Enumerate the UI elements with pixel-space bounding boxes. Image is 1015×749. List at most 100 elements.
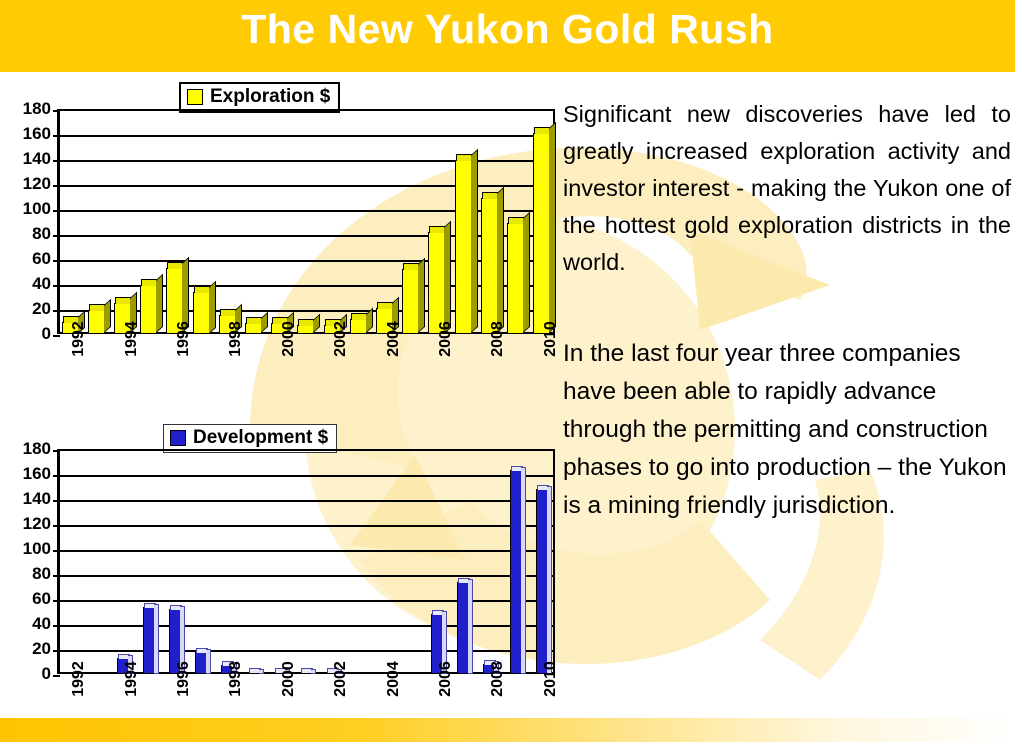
bar-slot	[214, 109, 240, 334]
bar-1997	[195, 647, 212, 674]
x-axis-slot	[136, 337, 162, 405]
bar-slot	[136, 449, 162, 674]
bar-2009	[507, 216, 526, 334]
y-axis-tick-label: 60	[32, 249, 51, 268]
bar-slot	[345, 109, 371, 334]
bar-2002	[326, 668, 343, 674]
bar-slot	[450, 449, 476, 674]
bar-2008	[480, 191, 499, 334]
legend-swatch-blue-icon	[170, 430, 186, 446]
bar-slot	[162, 109, 188, 334]
bar-1998	[218, 309, 237, 334]
bar-slot	[83, 449, 109, 674]
bar-1996	[168, 605, 185, 674]
bar-slot	[109, 109, 135, 334]
y-axis-tick	[53, 185, 60, 187]
bar-slot	[450, 109, 476, 334]
y-axis-tick-label: 180	[22, 99, 51, 118]
x-axis-slot: 2002	[319, 321, 349, 405]
y-axis-labels-exploration: 0 20 40 60 80 100 120 140 160 180	[0, 99, 56, 439]
x-axis-slot	[450, 337, 476, 405]
y-axis-tick	[53, 500, 60, 502]
bar-1997	[192, 285, 211, 334]
legend-swatch-yellow-icon	[187, 89, 203, 105]
bar-slot	[345, 449, 371, 674]
y-axis-tick	[53, 310, 60, 312]
legend-label-development: Development $	[193, 427, 329, 448]
x-axis-slot: 2010	[529, 321, 559, 405]
bar-2001	[297, 319, 316, 334]
bar-series-development	[57, 449, 555, 675]
y-axis-tick	[53, 135, 60, 137]
x-axis-slot	[502, 337, 528, 405]
gridline	[60, 135, 553, 137]
y-axis-tick-label: 140	[22, 489, 51, 508]
y-axis-tick-label: 40	[32, 614, 51, 633]
bar-slot	[83, 109, 109, 334]
y-axis-tick-label: 20	[32, 639, 51, 658]
x-axis-slot: 1994	[109, 321, 140, 405]
x-axis-slot	[188, 337, 214, 405]
y-axis-tick-label: 160	[22, 464, 51, 483]
y-axis-tick-label: 140	[22, 149, 51, 168]
x-axis-slot	[83, 337, 109, 405]
y-axis-tick-label: 100	[22, 539, 51, 558]
bar-1998	[221, 661, 238, 674]
title-banner: The New Yukon Gold Rush	[0, 0, 1015, 72]
y-axis-tick	[53, 600, 60, 602]
y-axis-tick-label: 0	[41, 664, 51, 683]
bar-slot	[57, 109, 83, 334]
bar-slot	[529, 109, 555, 334]
bar-slot	[398, 109, 424, 334]
y-axis-tick-label: 160	[22, 124, 51, 143]
y-axis-tick	[53, 550, 60, 552]
x-axis-slot	[240, 337, 266, 405]
x-axis-slot: 1992	[57, 321, 87, 405]
y-axis-tick	[53, 260, 60, 262]
x-axis-slot: 1998	[214, 321, 244, 405]
y-axis-tick	[53, 475, 60, 477]
bar-1996	[166, 261, 185, 334]
bar-1995	[142, 602, 159, 674]
bar-2003	[349, 313, 368, 334]
y-axis-tick-label: 0	[41, 324, 51, 343]
y-axis-tick-label: 180	[22, 439, 51, 458]
bar-slot	[188, 109, 214, 334]
bar-2000	[273, 668, 290, 674]
y-axis-tick-label: 120	[22, 174, 51, 193]
plot-area-development	[53, 449, 555, 677]
bar-2007	[454, 154, 473, 334]
bar-slot	[371, 109, 397, 334]
y-axis-tick	[53, 625, 60, 627]
bar-slot	[188, 449, 214, 674]
y-axis-tick	[53, 335, 60, 337]
plot-area-exploration	[53, 109, 555, 337]
bar-slot	[424, 109, 450, 334]
bar-slot	[371, 449, 397, 674]
y-axis-tick-label: 20	[32, 299, 51, 318]
x-axis-slot: 2008	[476, 321, 506, 405]
bar-slot	[136, 109, 162, 334]
y-axis-tick-label: 80	[32, 564, 51, 583]
y-axis-tick	[53, 650, 60, 652]
bar-1994	[114, 296, 132, 334]
bar-slot	[240, 449, 266, 674]
bar-slot	[529, 449, 555, 674]
bar-1999	[245, 316, 264, 334]
x-axis-tick-label: 2010	[541, 661, 559, 697]
y-axis-tick	[53, 235, 60, 237]
bar-slot	[476, 449, 502, 674]
y-axis-tick	[53, 160, 60, 162]
bar-slot	[319, 449, 345, 674]
bar-slot	[57, 449, 83, 674]
bar-slot	[267, 449, 293, 674]
y-axis-tick-label: 100	[22, 199, 51, 218]
text-column: Significant new discoveries have led to …	[563, 96, 1011, 525]
y-axis-tick	[53, 450, 60, 452]
y-axis-tick	[53, 285, 60, 287]
x-axis-labels-exploration: 1992 1994 1996 1998 2000 2002 2004 2006 2008 2010	[57, 321, 559, 405]
bar-slot	[293, 449, 319, 674]
bar-slot	[476, 109, 502, 334]
x-axis-slot	[345, 337, 371, 405]
bar-2009	[509, 466, 526, 674]
